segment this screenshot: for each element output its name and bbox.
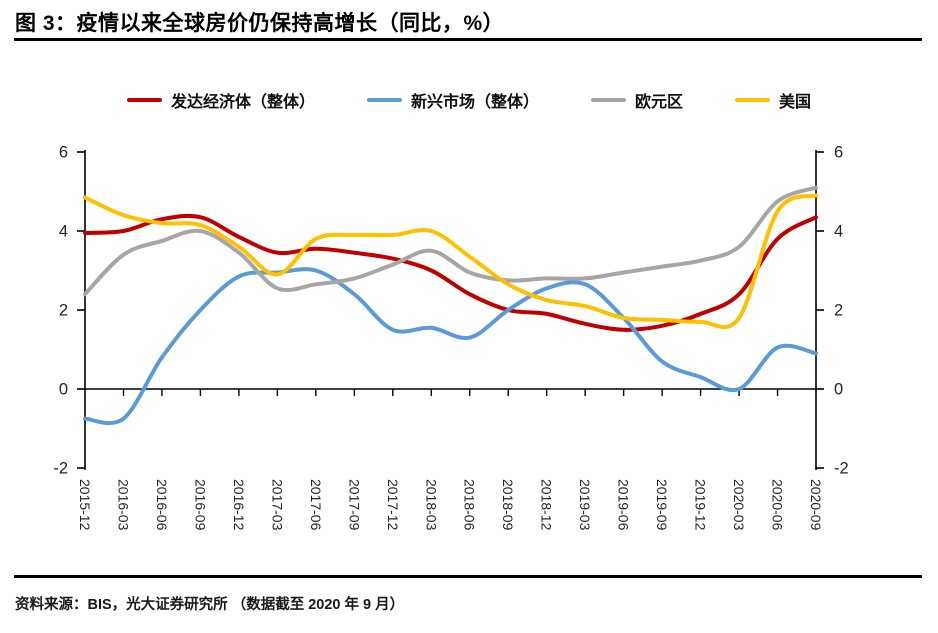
legend-label: 美国 xyxy=(779,94,812,111)
series-line-developed-economies xyxy=(83,213,818,332)
series-line-eurozone xyxy=(83,185,818,297)
legend-label: 欧元区 xyxy=(635,94,684,111)
x-axis-tick-label: 2018-03 xyxy=(423,479,439,531)
chart-title: 图 3：疫情以来全球房价仍保持高增长（同比，%） xyxy=(15,12,505,35)
x-axis-tick-label: 2018-12 xyxy=(539,479,555,531)
series-line-emerging-markets xyxy=(83,267,818,426)
y-axis-tick-label: 0 xyxy=(834,381,843,399)
x-axis-tick-label: 2020-03 xyxy=(731,479,747,531)
footer-divider-line xyxy=(14,575,922,578)
legend-label: 新兴市场（整体） xyxy=(410,94,539,111)
x-axis-tick-label: 2019-03 xyxy=(577,479,593,531)
x-axis-tick-label: 2020-06 xyxy=(770,479,786,531)
legend-item-eurozone: 欧元区 xyxy=(591,88,683,112)
y-axis-tick-label: 4 xyxy=(59,223,68,241)
x-axis-tick-label: 2017-09 xyxy=(346,479,362,531)
x-axis-tick-label: 2020-09 xyxy=(808,479,824,531)
legend-item-emerging-markets: 新兴市场（整体） xyxy=(366,88,539,112)
y-axis-tick-label: 6 xyxy=(59,144,68,162)
x-axis-tick-label: 2016-03 xyxy=(115,479,131,531)
y-axis-tick-label: 6 xyxy=(834,144,843,162)
x-axis-tick-label: 2019-12 xyxy=(693,479,709,531)
x-axis-tick-label: 2016-12 xyxy=(231,479,247,531)
x-axis-tick-label: 2016-09 xyxy=(192,479,208,531)
x-axis-tick-label: 2017-06 xyxy=(308,479,324,531)
x-axis-tick-label: 2017-12 xyxy=(385,479,401,531)
x-axis-tick-label: 2015-12 xyxy=(77,479,93,531)
y-axis-tick-label: 2 xyxy=(59,302,68,320)
title-divider-line xyxy=(14,38,922,41)
y-axis-tick-label: 0 xyxy=(59,381,68,399)
y-axis-tick-label: -2 xyxy=(53,460,68,478)
y-axis-tick-label: -2 xyxy=(834,460,849,478)
legend-line-swatch xyxy=(591,98,626,102)
legend-label: 发达经济体（整体） xyxy=(170,94,315,111)
source-note: 资料来源：BIS，光大证券研究所 （数据截至 2020 年 9 月） xyxy=(15,597,405,613)
legend-line-swatch xyxy=(735,98,771,102)
chart-legend: 发达经济体（整体） 新兴市场（整体） 欧元区 美国 xyxy=(0,88,938,112)
x-axis-tick-label: 2019-09 xyxy=(654,479,670,531)
legend-item-developed-economies: 发达经济体（整体） xyxy=(126,88,315,112)
y-axis-tick-label: 4 xyxy=(834,223,843,241)
x-axis-tick-label: 2017-03 xyxy=(269,479,285,531)
x-axis-tick-label: 2016-06 xyxy=(154,479,170,531)
legend-item-united-states: 美国 xyxy=(735,88,811,112)
x-axis-tick-label: 2018-06 xyxy=(462,479,478,531)
y-axis-tick-label: 2 xyxy=(834,302,843,320)
legend-line-swatch xyxy=(366,98,402,102)
series-line-united-states xyxy=(83,193,818,330)
legend-line-swatch xyxy=(126,98,162,102)
x-axis-tick-label: 2019-06 xyxy=(616,479,632,531)
x-axis-tick-label: 2018-09 xyxy=(500,479,516,531)
